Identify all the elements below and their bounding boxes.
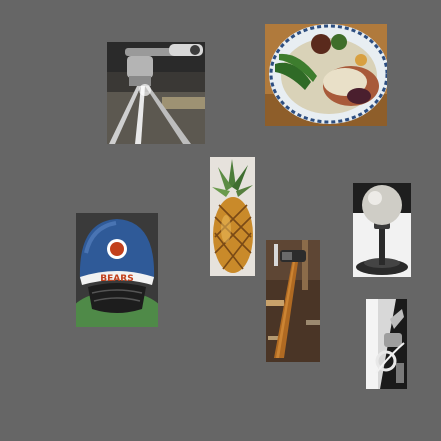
tripod-photo (107, 42, 205, 144)
pineapple-photo (210, 157, 255, 276)
faucet-photo (366, 299, 407, 389)
gear-knob-photo (353, 183, 411, 277)
hammer-photo (266, 240, 320, 362)
helmet-team-text: BEARS (100, 274, 133, 284)
dinner-plate-photo (265, 24, 387, 126)
football-helmet-photo: BEARS (76, 213, 158, 327)
